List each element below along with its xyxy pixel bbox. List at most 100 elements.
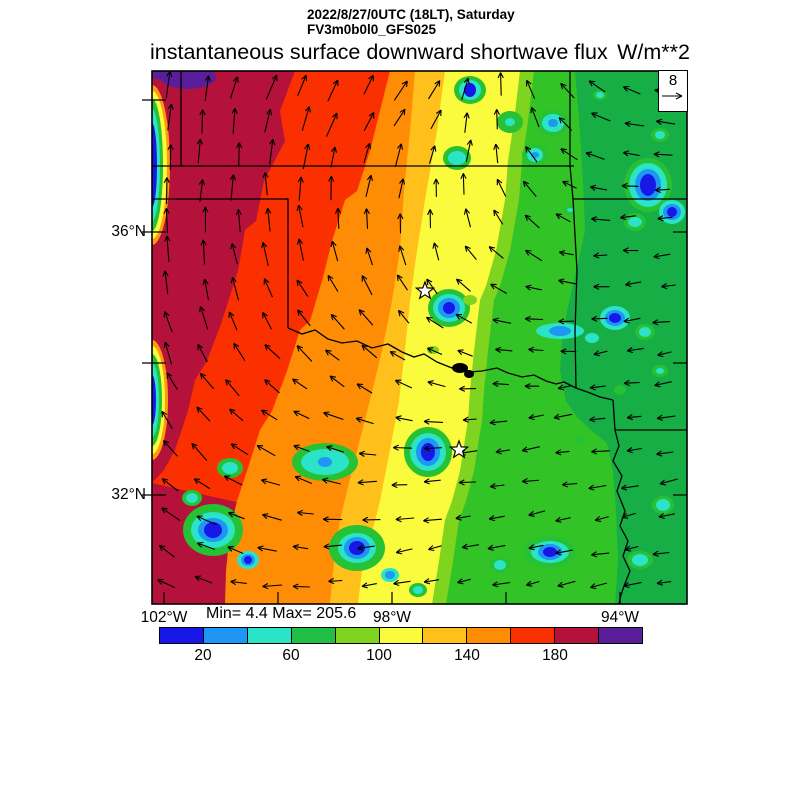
wind-arrow (558, 278, 577, 285)
cloud-patch (656, 499, 670, 511)
wind-arrow (296, 279, 309, 297)
colorbar-tick-label: 140 (454, 647, 480, 664)
wind-arrow (588, 484, 607, 491)
wind-arrow (555, 213, 571, 223)
wind-arrow (585, 151, 605, 160)
wind-arrow (355, 416, 374, 425)
wind-arrow (460, 173, 467, 195)
wind-arrow (264, 379, 280, 394)
wind-arrow (492, 380, 509, 387)
cloud-patch (655, 131, 665, 139)
wind-arrow (162, 270, 169, 295)
wind-arrow (489, 482, 505, 490)
wind-arrow (196, 138, 204, 164)
wind-arrow (297, 74, 308, 96)
wind-arrow (525, 249, 543, 262)
wind-arrow (323, 543, 342, 550)
wind-arrow (423, 578, 439, 585)
wind-arrow (654, 381, 672, 388)
lat-axis-label: 32°N (111, 486, 146, 503)
wind-arrow (620, 484, 639, 491)
wind-arrow (623, 581, 642, 589)
wind-arrow (560, 348, 577, 355)
wind-arrow (427, 380, 446, 388)
wind-arrow (426, 347, 443, 356)
colorbar-segment (598, 628, 642, 643)
cloud-patch (574, 436, 586, 444)
wind-arrow (525, 580, 540, 587)
wind-arrow (358, 450, 377, 457)
lat-axis-label: 36°N (111, 223, 146, 240)
wind-arrow (161, 478, 179, 492)
wind-arrow (589, 416, 606, 423)
wind-arrow (225, 379, 240, 397)
wind-arrow (432, 242, 440, 261)
wind-arrow (165, 71, 173, 99)
lake (452, 363, 468, 373)
wind-arrow (426, 316, 444, 329)
map-plot (142, 70, 688, 605)
wind-arrow (656, 414, 676, 421)
wind-arrow (264, 344, 281, 360)
wind-arrow (157, 579, 176, 589)
map-frame (151, 70, 688, 605)
wind-arrow (392, 444, 413, 451)
wind-arrow (465, 139, 473, 163)
wind-arrow (528, 510, 546, 517)
cloud-patch (548, 119, 558, 127)
wind-arrow (363, 208, 370, 229)
wind-arrow (229, 408, 244, 422)
wind-arrow (227, 546, 244, 555)
wind-arrow (257, 545, 277, 552)
wind-arrow (457, 578, 471, 585)
header-block: 2022/8/27/0UTC (18LT), Saturday FV3m0b0l… (307, 7, 515, 37)
min-max-label: Min= 4.4 Max= 205.6 (206, 605, 357, 622)
wind-arrow (269, 138, 276, 165)
wind-arrow (553, 413, 573, 420)
wind-arrow (230, 578, 247, 586)
cloud-patch (543, 547, 557, 557)
wind-arrow (164, 235, 171, 263)
wind-arrow (524, 383, 540, 390)
wind-arrow (497, 72, 504, 96)
cloud-patch (596, 92, 604, 98)
wind-arrow (555, 549, 573, 556)
wind-arrow (163, 341, 173, 365)
wind-arrow (561, 481, 578, 488)
wind-arrow (621, 512, 636, 519)
wind-arrow (358, 309, 374, 326)
wind-arrow (162, 439, 178, 457)
wind-arrow (656, 579, 672, 586)
wind-arrow (197, 541, 215, 550)
cloud-patch (349, 541, 365, 555)
wind-arrow (488, 515, 505, 522)
wind-arrow (334, 207, 342, 229)
plot-title: instantaneous surface downward shortwave… (150, 40, 608, 64)
wind-reference-arrow-icon (662, 92, 683, 100)
wind-arrow (433, 178, 440, 197)
wind-arrow (361, 275, 373, 296)
wind-arrow (167, 103, 174, 131)
wind-arrow (588, 80, 606, 93)
wind-arrow (393, 579, 411, 587)
cloud-patch (222, 462, 238, 474)
wind-arrow (487, 544, 506, 551)
cloud-patch (464, 83, 476, 97)
wind-arrow (620, 214, 636, 221)
wind-arrow (492, 581, 511, 588)
colorbar-tick-label: 20 (194, 647, 212, 664)
colorbar-segment (554, 628, 599, 643)
wind-arrow (229, 76, 239, 99)
wind-arrow (622, 150, 640, 157)
wind-arrow (423, 478, 441, 485)
lon-axis-label: 94°W (600, 609, 640, 626)
wind-arrow (528, 346, 544, 353)
wind-arrow (230, 276, 240, 301)
wind-arrow (163, 207, 170, 234)
wind-arrow (557, 580, 576, 588)
texas-arkansas-border (612, 399, 616, 431)
wind-arrow (322, 516, 343, 523)
wind-arrow (528, 414, 544, 421)
wind-arrow (261, 241, 269, 267)
wind-arrow (591, 448, 610, 455)
